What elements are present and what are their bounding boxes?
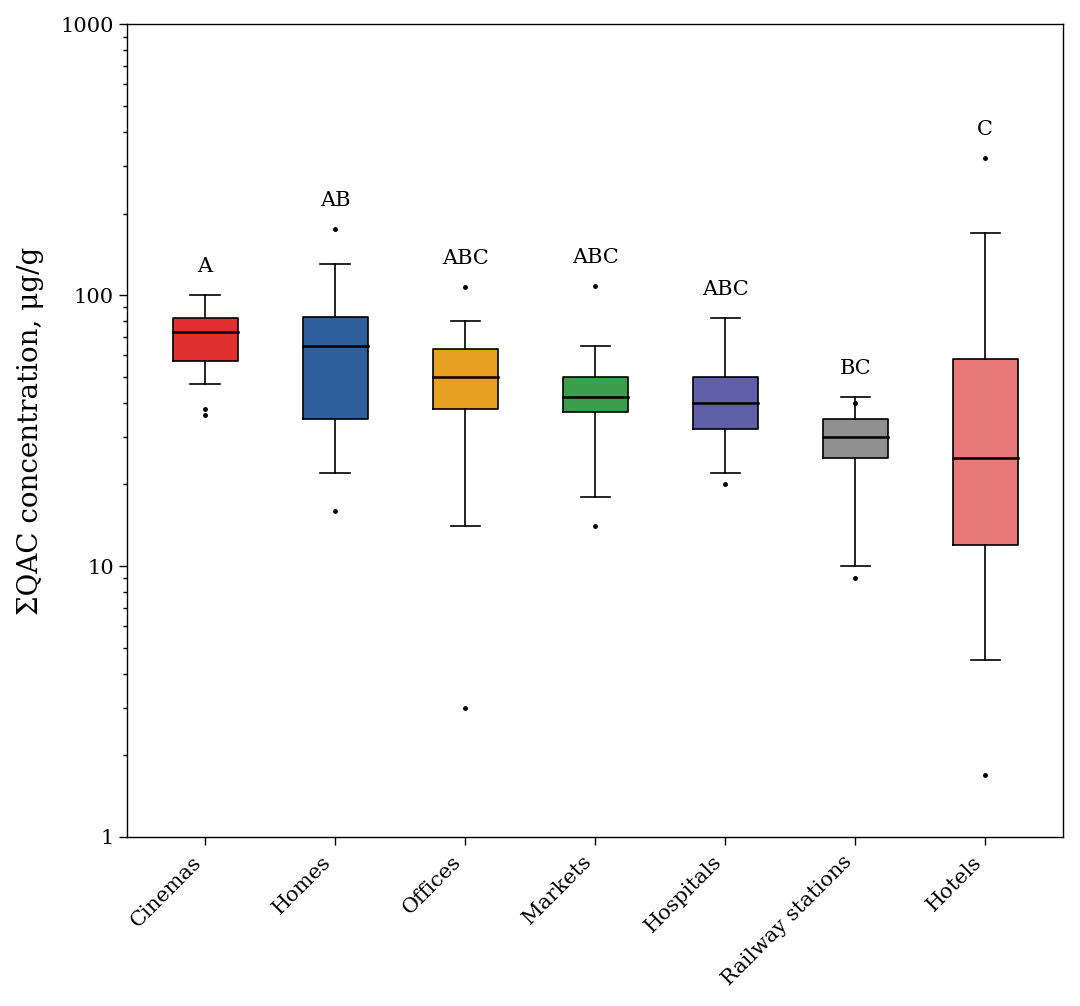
Text: AB: AB bbox=[320, 191, 350, 210]
Text: ABC: ABC bbox=[442, 248, 488, 268]
Text: A: A bbox=[198, 257, 213, 276]
Text: BC: BC bbox=[839, 359, 872, 377]
Text: C: C bbox=[977, 120, 994, 139]
Y-axis label: ΣQAC concentration, μg/g: ΣQAC concentration, μg/g bbox=[16, 246, 43, 615]
Text: ABC: ABC bbox=[571, 247, 619, 267]
Text: ABC: ABC bbox=[702, 280, 748, 299]
